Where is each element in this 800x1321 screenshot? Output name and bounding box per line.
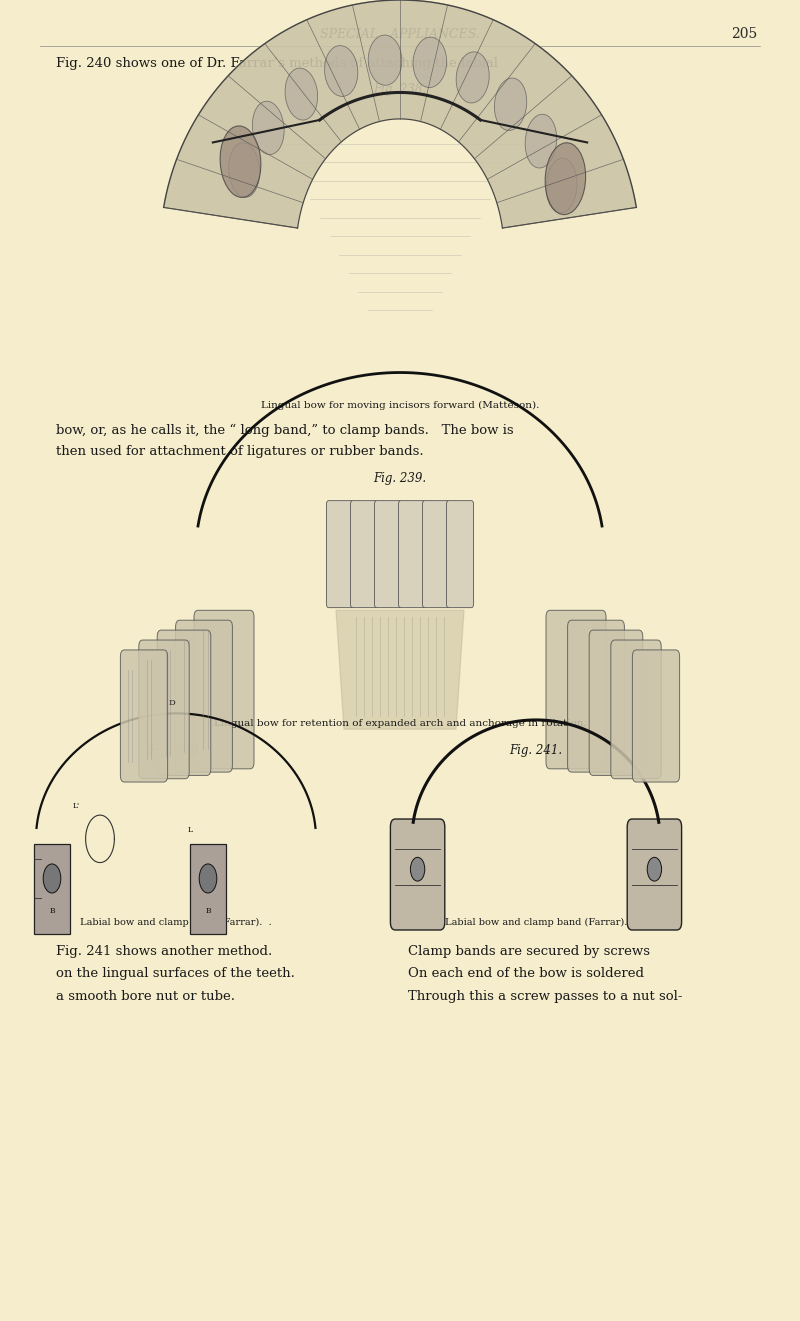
Text: On each end of the bow is soldered: On each end of the bow is soldered <box>408 967 644 980</box>
Ellipse shape <box>456 52 490 103</box>
Ellipse shape <box>494 78 526 131</box>
Text: bow, or, as he calls it, the “ long band,” to clamp bands.   The bow is: bow, or, as he calls it, the “ long band… <box>56 424 514 437</box>
Text: Fig. 241 shows another method.: Fig. 241 shows another method. <box>56 945 272 958</box>
Text: Fig. 241.: Fig. 241. <box>510 744 562 757</box>
Circle shape <box>43 864 61 893</box>
Ellipse shape <box>545 143 586 214</box>
Ellipse shape <box>252 102 284 155</box>
Text: L: L <box>188 826 193 835</box>
FancyBboxPatch shape <box>422 501 450 608</box>
FancyBboxPatch shape <box>632 650 680 782</box>
Text: Fig. 239.: Fig. 239. <box>374 472 426 485</box>
Ellipse shape <box>525 114 557 168</box>
Text: D: D <box>169 699 175 707</box>
Polygon shape <box>164 0 636 229</box>
Bar <box>190 844 226 934</box>
FancyBboxPatch shape <box>589 630 643 775</box>
Bar <box>34 844 70 934</box>
Ellipse shape <box>285 69 318 120</box>
Ellipse shape <box>220 125 261 197</box>
FancyBboxPatch shape <box>139 639 190 778</box>
Text: Labial bow and clamp band (Farrar).  .: Labial bow and clamp band (Farrar). . <box>80 918 272 926</box>
Ellipse shape <box>325 45 358 96</box>
Text: Fig. 240.: Fig. 240. <box>150 744 202 757</box>
Text: SPECIAL   APPLIANCES.: SPECIAL APPLIANCES. <box>320 28 480 41</box>
FancyBboxPatch shape <box>611 639 662 778</box>
Text: Fig. 238.: Fig. 238. <box>374 83 426 96</box>
FancyBboxPatch shape <box>374 501 402 608</box>
Text: B: B <box>205 908 211 915</box>
Ellipse shape <box>413 37 446 87</box>
Ellipse shape <box>229 143 260 197</box>
FancyBboxPatch shape <box>546 610 606 769</box>
FancyBboxPatch shape <box>446 501 474 608</box>
Text: L': L' <box>73 802 79 811</box>
Text: then used for attachment of ligatures or rubber bands.: then used for attachment of ligatures or… <box>56 445 424 458</box>
Circle shape <box>199 864 217 893</box>
Text: B: B <box>49 908 55 915</box>
FancyBboxPatch shape <box>568 621 624 771</box>
Ellipse shape <box>368 36 402 86</box>
FancyBboxPatch shape <box>176 621 232 771</box>
FancyBboxPatch shape <box>398 501 426 608</box>
Circle shape <box>647 857 662 881</box>
Polygon shape <box>336 610 464 729</box>
FancyBboxPatch shape <box>326 501 354 608</box>
Text: 205: 205 <box>731 28 757 41</box>
Ellipse shape <box>546 159 577 213</box>
Circle shape <box>410 857 425 881</box>
FancyBboxPatch shape <box>158 630 211 775</box>
FancyBboxPatch shape <box>627 819 682 930</box>
Text: Labial bow and clamp band (Farrar).: Labial bow and clamp band (Farrar). <box>445 918 627 926</box>
FancyBboxPatch shape <box>390 819 445 930</box>
Text: Through this a screw passes to a nut sol-: Through this a screw passes to a nut sol… <box>408 989 682 1003</box>
FancyBboxPatch shape <box>194 610 254 769</box>
Text: Clamp bands are secured by screws: Clamp bands are secured by screws <box>408 945 650 958</box>
Text: on the lingual surfaces of the teeth.: on the lingual surfaces of the teeth. <box>56 967 295 980</box>
Text: Fig. 240 shows one of Dr. Farrar’s methods of attaching the labial: Fig. 240 shows one of Dr. Farrar’s metho… <box>56 57 498 70</box>
Text: a smooth bore nut or tube.: a smooth bore nut or tube. <box>56 989 235 1003</box>
FancyBboxPatch shape <box>121 650 168 782</box>
Text: Lingual bow for retention of expanded arch and anchorage in rotation.: Lingual bow for retention of expanded ar… <box>214 720 586 728</box>
Text: Lingual bow for moving incisors forward (Matteson).: Lingual bow for moving incisors forward … <box>261 402 539 410</box>
FancyBboxPatch shape <box>350 501 378 608</box>
